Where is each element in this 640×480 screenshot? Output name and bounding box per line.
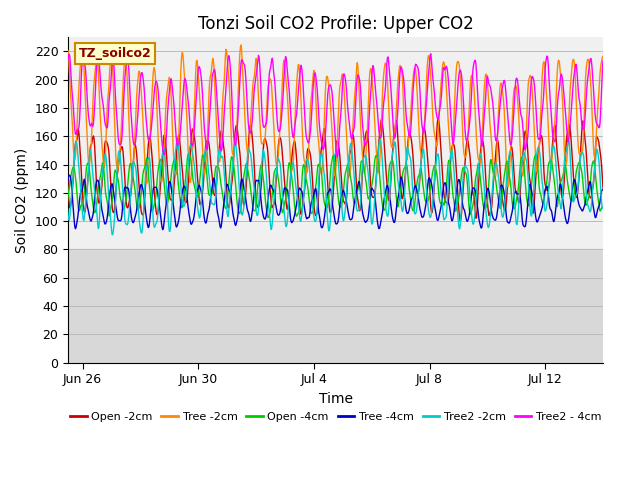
Text: TZ_soilco2: TZ_soilco2 [79,47,152,60]
Legend: Open -2cm, Tree -2cm, Open -4cm, Tree -4cm, Tree2 -2cm, Tree2 - 4cm: Open -2cm, Tree -2cm, Open -4cm, Tree -4… [65,407,605,426]
Y-axis label: Soil CO2 (ppm): Soil CO2 (ppm) [15,147,29,252]
X-axis label: Time: Time [319,392,353,406]
Bar [68,37,603,250]
Bar [68,250,603,362]
Title: Tonzi Soil CO2 Profile: Upper CO2: Tonzi Soil CO2 Profile: Upper CO2 [198,15,474,33]
